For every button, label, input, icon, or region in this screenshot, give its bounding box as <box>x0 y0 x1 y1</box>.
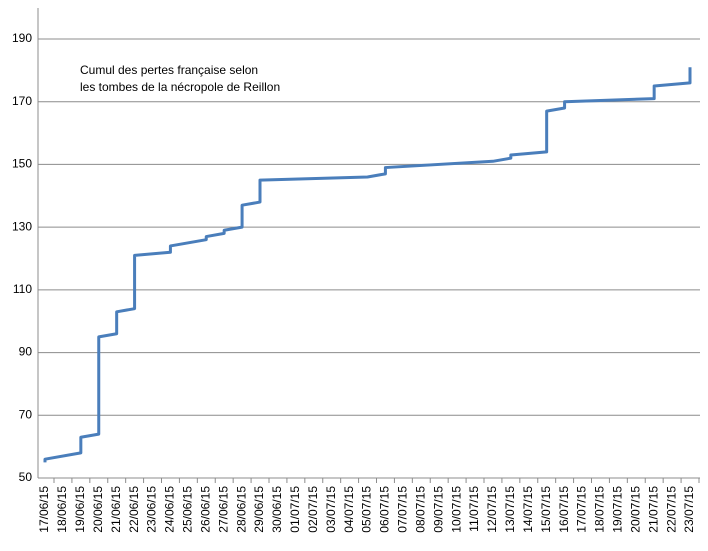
x-tick-label: 27/06/15 <box>216 486 230 533</box>
x-tick-label: 20/07/15 <box>628 486 642 533</box>
x-tick-label: 17/06/15 <box>37 486 51 533</box>
x-tick-label: 28/06/15 <box>234 486 248 533</box>
x-tick-label: 18/06/15 <box>55 486 69 533</box>
x-tick-label: 24/06/15 <box>163 486 177 533</box>
x-tick-label: 14/07/15 <box>521 486 535 533</box>
x-tick-label: 21/06/15 <box>109 486 123 533</box>
x-tick-label: 23/06/15 <box>145 486 159 533</box>
x-tick-label: 30/06/15 <box>270 486 284 533</box>
x-tick-label: 02/07/15 <box>306 486 320 533</box>
x-tick-label: 22/06/15 <box>127 486 141 533</box>
x-tick-label: 13/07/15 <box>503 486 517 533</box>
x-tick-label: 18/07/15 <box>593 486 607 533</box>
y-tick-label: 190 <box>12 31 32 45</box>
x-tick-label: 11/07/15 <box>467 486 481 532</box>
x-tick-label: 29/06/15 <box>252 486 266 533</box>
y-tick-label: 130 <box>12 219 32 233</box>
x-tick-label: 23/07/15 <box>682 486 696 533</box>
x-tick-label: 01/07/15 <box>288 486 302 533</box>
x-tick-label: 17/07/15 <box>575 486 589 533</box>
x-tick-label: 04/07/15 <box>342 486 356 533</box>
x-tick-label: 07/07/15 <box>396 486 410 533</box>
x-tick-label: 05/07/15 <box>360 486 374 533</box>
x-tick-label: 10/07/15 <box>449 486 463 533</box>
data-line <box>43 67 692 463</box>
y-tick-label: 110 <box>13 282 32 296</box>
x-tick-label: 19/06/15 <box>73 486 87 533</box>
y-tick-label: 70 <box>19 407 33 421</box>
y-tick-label: 150 <box>12 157 32 171</box>
y-tick-label: 90 <box>19 345 33 359</box>
x-tick-label: 06/07/15 <box>378 486 392 533</box>
x-tick-label: 08/07/15 <box>413 486 427 533</box>
x-tick-label: 15/07/15 <box>539 486 553 533</box>
y-tick-label: 50 <box>19 470 33 484</box>
x-tick-label: 22/07/15 <box>664 486 678 533</box>
x-tick-label: 09/07/15 <box>431 486 445 533</box>
x-tick-label: 12/07/15 <box>485 486 499 533</box>
x-tick-label: 03/07/15 <box>324 486 338 533</box>
x-tick-label: 20/06/15 <box>91 486 105 533</box>
x-tick-label: 26/06/15 <box>198 486 212 533</box>
x-tick-label: 21/07/15 <box>646 486 660 533</box>
y-tick-label: 170 <box>12 94 32 108</box>
x-tick-label: 25/06/15 <box>181 486 195 533</box>
annotation: les tombes de la nécropole de Reillon <box>80 80 280 94</box>
x-tick-label: 16/07/15 <box>557 486 571 533</box>
annotation: Cumul des pertes française selon <box>80 63 258 77</box>
x-tick-label: 19/07/15 <box>611 486 625 533</box>
